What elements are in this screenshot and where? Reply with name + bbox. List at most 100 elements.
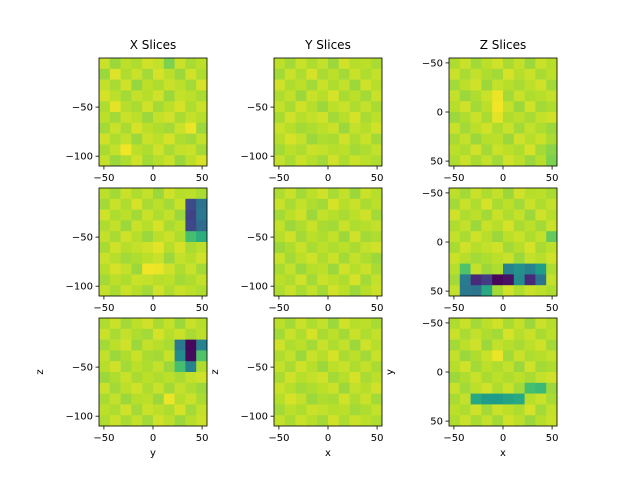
heatmap-cell <box>503 318 515 330</box>
heatmap-cell <box>338 209 350 221</box>
heatmap-cell <box>153 252 165 264</box>
heatmap-cell <box>338 350 350 362</box>
heatmap-cell <box>306 101 318 113</box>
heatmap-cell <box>481 155 493 167</box>
y-tick-label: −50 <box>72 233 93 244</box>
heatmap-cell <box>449 350 461 362</box>
heatmap-cell <box>371 198 383 210</box>
heatmap-cell <box>153 220 165 232</box>
heatmap-cell <box>349 350 361 362</box>
heatmap-cell <box>524 285 536 297</box>
heatmap-cell <box>163 133 175 145</box>
heatmap-cell <box>349 133 361 145</box>
heatmap-cell <box>535 220 547 232</box>
heatmap-cell <box>459 372 471 384</box>
heatmap-cell <box>449 101 461 113</box>
heatmap-cell <box>349 372 361 384</box>
heatmap-cell <box>120 58 132 70</box>
x-tick-label: −50 <box>443 303 464 314</box>
heatmap-cell <box>142 328 154 340</box>
heatmap-cell <box>524 263 536 275</box>
heatmap-cell <box>153 188 165 200</box>
heatmap-cell <box>481 350 493 362</box>
heatmap-cell <box>274 318 286 330</box>
heatmap-cell <box>306 350 318 362</box>
heatmap-cell <box>131 198 143 210</box>
heatmap-cell <box>174 155 186 167</box>
heatmap-cell <box>284 361 296 373</box>
x-tick-label: 0 <box>500 173 506 184</box>
heatmap-cell <box>449 112 461 124</box>
heatmap-cell <box>449 318 461 330</box>
heatmap-cell <box>338 198 350 210</box>
heatmap-cell <box>99 58 111 70</box>
heatmap-cell <box>349 231 361 243</box>
heatmap-cell <box>328 361 340 373</box>
heatmap-cell <box>459 68 471 80</box>
heatmap-cell <box>535 155 547 167</box>
heatmap-cell <box>174 198 186 210</box>
heatmap-cell <box>274 415 286 427</box>
heatmap-cell <box>328 90 340 102</box>
heatmap-cell <box>481 90 493 102</box>
heatmap-cell <box>284 144 296 156</box>
heatmap-cell <box>295 318 307 330</box>
heatmap-cell <box>306 242 318 254</box>
heatmap-cell <box>535 209 547 221</box>
heatmap-cell <box>470 90 482 102</box>
heatmap-cell <box>284 209 296 221</box>
heatmap-cell <box>449 79 461 91</box>
heatmap-cell <box>513 372 525 384</box>
heatmap-cell <box>142 112 154 124</box>
heatmap-cell <box>360 209 372 221</box>
x-axis-label: x <box>500 448 506 459</box>
heatmap-cell <box>306 361 318 373</box>
heatmap-cell <box>481 361 493 373</box>
x-tick-label: −50 <box>268 173 289 184</box>
heatmap-cell <box>535 372 547 384</box>
x-tick-label: 0 <box>500 433 506 444</box>
heatmap-cell <box>99 68 111 80</box>
heatmap-cell <box>371 328 383 340</box>
heatmap-cell <box>546 220 558 232</box>
heatmap-cell <box>163 112 175 124</box>
heatmap-cell <box>546 90 558 102</box>
heatmap-cell <box>470 133 482 145</box>
heatmap-cell <box>174 393 186 405</box>
heatmap-cell <box>163 220 175 232</box>
heatmap-cell <box>449 415 461 427</box>
heatmap-cell <box>459 274 471 286</box>
heatmap-cell <box>306 339 318 351</box>
heatmap-cell <box>360 339 372 351</box>
heatmap-cell <box>295 220 307 232</box>
heatmap-cell <box>371 90 383 102</box>
heatmap-cell <box>459 415 471 427</box>
y-tick-label: −100 <box>241 152 268 163</box>
heatmap-cell <box>481 242 493 254</box>
heatmap-cell <box>360 144 372 156</box>
heatmap-cell <box>546 155 558 167</box>
heatmap-cell <box>360 112 372 124</box>
heatmap-cell <box>284 231 296 243</box>
heatmap-cell <box>492 252 504 264</box>
heatmap-cell <box>274 112 286 124</box>
heatmap-cell <box>535 404 547 416</box>
heatmap-panels: −50 0 50−100−50−50 0 50−100−50−50 0 50−50050−5… <box>35 57 558 459</box>
heatmap-cell <box>535 328 547 340</box>
heatmap-cell <box>185 242 197 254</box>
heatmap-cell <box>185 90 197 102</box>
heatmap-cell <box>503 361 515 373</box>
heatmap-cell <box>295 285 307 297</box>
heatmap-cell <box>295 144 307 156</box>
heatmap-cell <box>306 220 318 232</box>
heatmap-cell <box>163 79 175 91</box>
heatmap-cell <box>470 274 482 286</box>
heatmap-cell <box>349 101 361 113</box>
heatmap-cell <box>109 339 121 351</box>
heatmap-cell <box>120 79 132 91</box>
heatmap-panel: −50 0 50−100−50 <box>66 57 208 184</box>
heatmap-cell <box>153 263 165 275</box>
heatmap-cell <box>306 122 318 134</box>
heatmap-cell <box>459 242 471 254</box>
